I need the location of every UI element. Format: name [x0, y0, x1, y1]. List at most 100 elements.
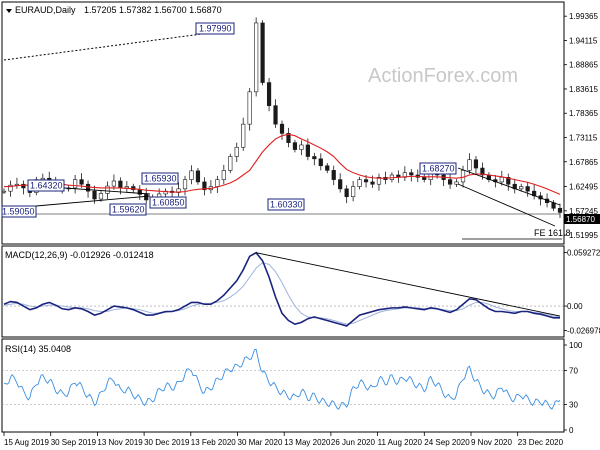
chart-ohlc: 1.57205 1.57382 1.56700 1.56870 — [84, 5, 222, 15]
price-tick-label: 1.83615 — [569, 85, 598, 94]
annotation-swing-6: 1.60330 — [267, 198, 305, 211]
rsi-tick-label: 100 — [569, 341, 583, 350]
macd-tick-label: 0.059272 — [567, 248, 600, 257]
current-price-label: 1.56870 — [566, 215, 595, 224]
macd-panel-frame — [1, 245, 565, 338]
watermark-text: ActionForex.com — [368, 65, 518, 87]
price-candle-body — [73, 179, 78, 189]
annotation-swing-6-label: 1.60330 — [270, 200, 303, 210]
price-candle-body — [525, 186, 530, 192]
macd-tick-label: 0.00 — [567, 302, 583, 311]
price-candle-body — [79, 179, 84, 185]
price-candle-body — [467, 159, 472, 171]
moving-average-line — [4, 133, 561, 195]
macd-signal-line — [3, 262, 561, 325]
x-tick-label: 9 Nov 2020 — [471, 438, 512, 447]
price-candle-body — [363, 179, 369, 183]
price-candle-body — [279, 123, 285, 134]
price-candle-body — [480, 167, 485, 176]
x-tick-label: 23 Dec 2020 — [518, 438, 564, 447]
annotation-swing-3-label: 1.59620 — [112, 205, 145, 215]
price-tick-label: 1.73115 — [569, 133, 598, 142]
price-candle-body — [111, 180, 117, 187]
rsi-panel-frame — [1, 338, 565, 433]
x-tick-label: 26 Jun 2020 — [331, 438, 376, 447]
rsi-tick-label: 0 — [569, 426, 574, 435]
annotation-high: 1.97990 — [195, 22, 235, 35]
price-candle-body — [344, 188, 349, 198]
range-bottom-line — [35, 195, 151, 207]
price-candle-body — [234, 146, 239, 157]
annotation-swing-7: 1.68270 — [419, 162, 457, 175]
axis-layer: 1.99365 1.94115 1.88865 1.83615 1.78365 1.731… — [3, 12, 600, 447]
price-panel-frame — [1, 1, 565, 245]
x-tick-label: 24 Sep 2020 — [424, 438, 470, 447]
price-candle-body — [312, 156, 317, 160]
price-candle-body — [338, 179, 343, 190]
price-candle-body — [357, 179, 362, 187]
price-layer — [1, 17, 563, 227]
current-price-tag: 1.56870 — [564, 214, 600, 224]
price-candle-body — [370, 181, 375, 185]
price-candle-body — [422, 177, 427, 180]
triangle-down-icon[interactable] — [6, 9, 12, 13]
price-candle-body — [144, 194, 149, 201]
chart-symbol: EURAUD,Daily — [15, 5, 76, 15]
price-candle-body — [266, 82, 272, 106]
price-candle-body — [331, 170, 336, 180]
price-candle-body — [409, 172, 414, 176]
annotation-swing-4: 1.60850 — [149, 196, 187, 209]
price-candle-body — [376, 177, 382, 185]
rsi-tick-label: 30 — [569, 401, 578, 410]
macd-line — [3, 251, 560, 327]
rsi-layer — [2, 348, 564, 410]
price-candle-body — [254, 22, 259, 93]
x-tick-label: 30 Sep 2019 — [51, 438, 97, 447]
price-tick-label: 1.94115 — [569, 36, 598, 45]
macd-tick-label: -0.026978 — [567, 326, 600, 335]
rsi-line — [3, 348, 561, 410]
x-tick-label: 30 Mar 2020 — [238, 438, 283, 447]
x-tick-label: 13 May 2020 — [284, 438, 331, 447]
price-candle-body — [21, 183, 26, 189]
price-candle-body — [221, 170, 226, 180]
x-tick-label: 30 Dec 2019 — [144, 438, 190, 447]
price-candle-body — [286, 133, 291, 143]
price-candle-body — [292, 142, 298, 150]
price-candle-body — [228, 156, 233, 171]
x-tick-label: 11 Aug 2020 — [378, 438, 423, 447]
price-candle-body — [499, 177, 504, 183]
price-candle-body — [473, 159, 479, 169]
price-candle-body — [105, 185, 110, 194]
annotation-high-label: 1.97990 — [199, 24, 232, 34]
price-candle-body — [460, 170, 466, 183]
price-candle-body — [215, 179, 220, 187]
price-candle-body — [557, 207, 563, 213]
annotation-swing-5: 1.65930 — [141, 172, 179, 185]
macd-trendline — [256, 252, 561, 317]
channel-bottom-line — [457, 183, 556, 227]
annotation-swing-5-label: 1.65930 — [144, 174, 177, 184]
annotation-swing-1: 1.64320 — [27, 179, 65, 192]
price-candle-body — [351, 186, 356, 198]
rsi-title: RSI(14) 35.0408 — [5, 344, 71, 354]
price-candle-body — [506, 177, 511, 185]
channel-top-line — [457, 167, 561, 206]
x-tick-label: 13 Nov 2019 — [97, 438, 143, 447]
annotation-swing-1-label: 1.64320 — [30, 181, 63, 191]
price-candle-body — [202, 181, 207, 191]
annotation-swing-4-label: 1.60850 — [152, 198, 185, 208]
price-candle-body — [8, 184, 13, 192]
price-candle-body — [1, 190, 7, 193]
price-candle-body — [131, 186, 136, 191]
price-candle-body — [40, 177, 45, 180]
fe-label: FE 161.8 — [534, 228, 571, 238]
x-tick-label: 15 Aug 2019 — [4, 438, 49, 447]
annotation-swing-2-label: 1.59050 — [2, 207, 35, 217]
price-candle-body — [98, 193, 104, 200]
price-candle-body — [305, 144, 310, 157]
price-candle-body — [247, 91, 252, 125]
price-candle-body — [447, 179, 453, 185]
